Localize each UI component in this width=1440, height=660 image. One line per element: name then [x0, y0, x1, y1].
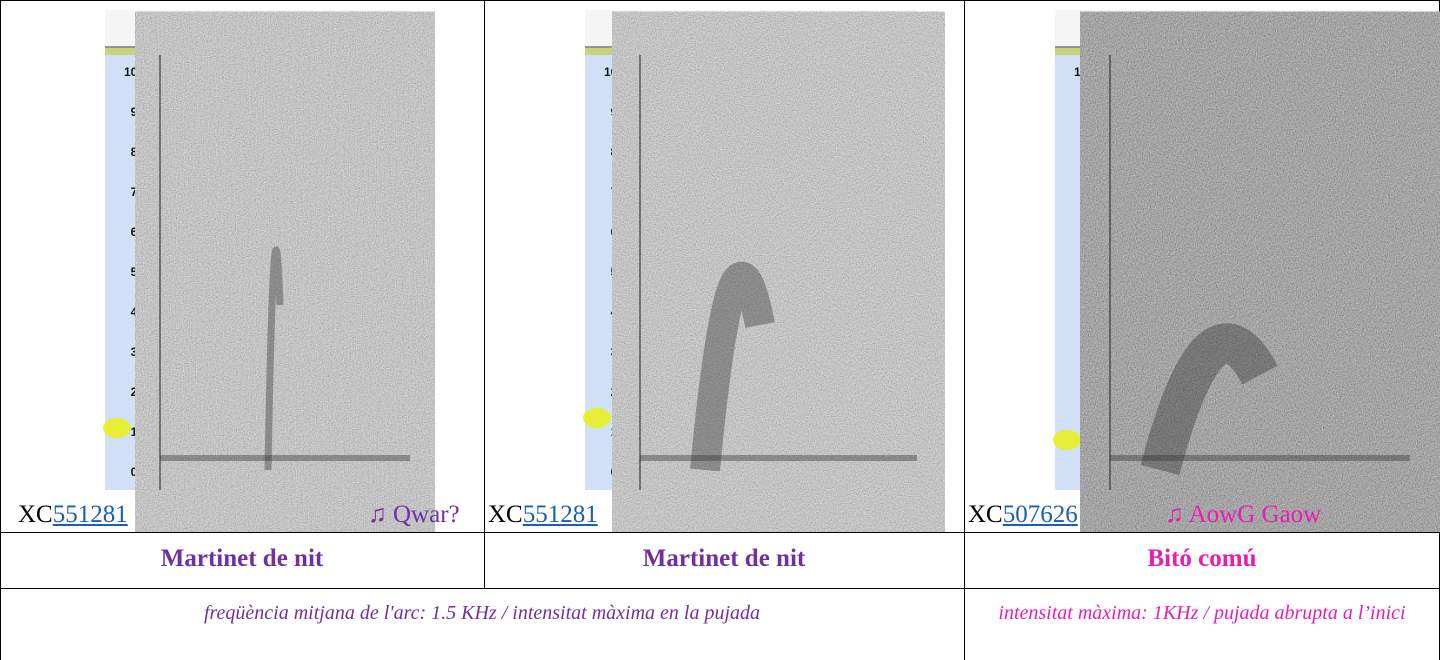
freq-tick-label: 0,0k	[1081, 465, 1105, 479]
call-trace	[1140, 323, 1278, 476]
ruler-band	[1055, 48, 1410, 55]
call-trace	[264, 246, 284, 471]
freq-tick-label: 7,0k	[1081, 185, 1105, 199]
freq-tick-label: 4,0k	[611, 305, 635, 319]
xc-link[interactable]: 551281	[52, 501, 128, 528]
xc-prefix: XC	[968, 501, 1003, 528]
species-name: Martinet de nit	[642, 545, 806, 572]
freq-tick-label: 0,0k	[131, 465, 155, 479]
freq-tick-label: 1,0k	[611, 425, 635, 439]
freq-tick-label: 8,0k	[611, 145, 635, 159]
note: freqüència mitjana de l'arc: 1.5 KHz / i…	[203, 602, 761, 624]
freq-tick-label: 6,0k	[611, 225, 635, 239]
recording-id: XC551281	[488, 500, 598, 530]
freq-tick-label: 10,0k	[1074, 65, 1104, 79]
xc-link[interactable]: 551281	[522, 501, 598, 528]
spectrogram	[160, 55, 410, 490]
freq-axis	[105, 55, 160, 490]
time-ruler	[585, 10, 917, 50]
freq-tick-label: 3,0k	[131, 345, 155, 359]
freq-tick-label: 9,0k	[131, 105, 155, 119]
freq-tick-label: 0,0k	[611, 465, 635, 479]
freq-tick-label: 2,0k	[131, 385, 155, 399]
table-border	[0, 532, 1440, 533]
freq-tick-label: 10,0k	[124, 65, 154, 79]
highlight	[1053, 430, 1081, 450]
freq-tick-label: 9,0k	[611, 105, 635, 119]
spectrogram-panels: 0,0 1,0 2,010,0k9,0k8,0k7,0k6,0k5,0k4,0k3,…	[103, 10, 1410, 490]
recording-id: XC507626	[968, 500, 1078, 530]
freq-tick-label: 4,0k	[131, 305, 155, 319]
xc-prefix: XC	[18, 501, 53, 528]
xc-prefix: XC	[488, 501, 523, 528]
time-tick-label: 2,0	[310, 22, 327, 36]
ruler-band	[585, 48, 917, 55]
time-tick-label: 0,5	[1312, 22, 1329, 36]
freq-tick-label: 7,0k	[611, 185, 635, 199]
spectrogram	[1110, 55, 1410, 490]
xc-link[interactable]: 507626	[1002, 501, 1078, 528]
time-ruler	[1055, 10, 1410, 50]
highlight	[583, 408, 611, 428]
freq-tick-label: 9,0k	[1081, 105, 1105, 119]
freq-tick-label: 6,0k	[1081, 225, 1105, 239]
species-name: Martinet de nit	[160, 545, 324, 572]
table-border	[0, 0, 1, 660]
highlight	[103, 418, 131, 438]
freq-tick-label: 5,0k	[1081, 265, 1105, 279]
spectrogram	[640, 55, 917, 490]
low-band	[1110, 455, 1410, 461]
call-label: ♫ Qwar?	[368, 501, 460, 528]
call-trace	[690, 261, 775, 472]
freq-tick-label: 8,0k	[131, 145, 155, 159]
table-border	[0, 588, 1440, 589]
freq-tick-label: 6,0k	[131, 225, 155, 239]
note: intensitat màxima: 1KHz / pujada abrupta…	[998, 602, 1406, 624]
freq-tick-label: 1,0k	[1081, 425, 1105, 439]
freq-tick-label: 3,0k	[611, 345, 635, 359]
call-label: ♫ AowG Gaow	[1165, 501, 1322, 528]
low-band	[640, 455, 917, 461]
freq-tick-label: 4,0k	[1081, 305, 1105, 319]
ruler-band	[105, 48, 410, 55]
time-tick-label: 1,0	[232, 22, 249, 36]
freq-tick-label: 8,0k	[1081, 145, 1105, 159]
low-band	[160, 455, 410, 461]
freq-tick-label: 2,0k	[1081, 385, 1105, 399]
time-ruler	[105, 10, 410, 50]
recording-id: XC551281	[18, 500, 128, 530]
freq-tick-label: 2,0k	[611, 385, 635, 399]
time-tick-label: 0,5	[785, 22, 802, 36]
freq-tick-label: 5,0k	[131, 265, 155, 279]
freq-tick-label: 5,0k	[611, 265, 635, 279]
freq-tick-label: 10,0k	[604, 65, 634, 79]
table-border	[0, 0, 1440, 1]
freq-tick-label: 7,0k	[131, 185, 155, 199]
species-name: Bitó comú	[1147, 545, 1257, 572]
freq-axis	[1055, 55, 1110, 490]
table-border	[964, 0, 965, 660]
freq-tick-label: 1,0k	[131, 425, 155, 439]
freq-tick-label: 3,0k	[1081, 345, 1105, 359]
table-border	[484, 0, 485, 588]
